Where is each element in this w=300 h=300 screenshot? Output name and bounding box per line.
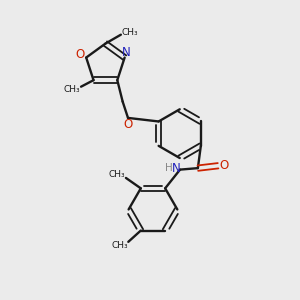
Text: N: N	[172, 162, 181, 175]
Text: CH₃: CH₃	[64, 85, 80, 94]
Text: O: O	[123, 118, 133, 131]
Text: CH₃: CH₃	[108, 170, 125, 179]
Text: H: H	[165, 164, 172, 173]
Text: CH₃: CH₃	[122, 28, 138, 37]
Text: O: O	[219, 159, 229, 172]
Text: O: O	[75, 48, 84, 61]
Text: N: N	[122, 46, 130, 59]
Text: CH₃: CH₃	[111, 241, 128, 250]
